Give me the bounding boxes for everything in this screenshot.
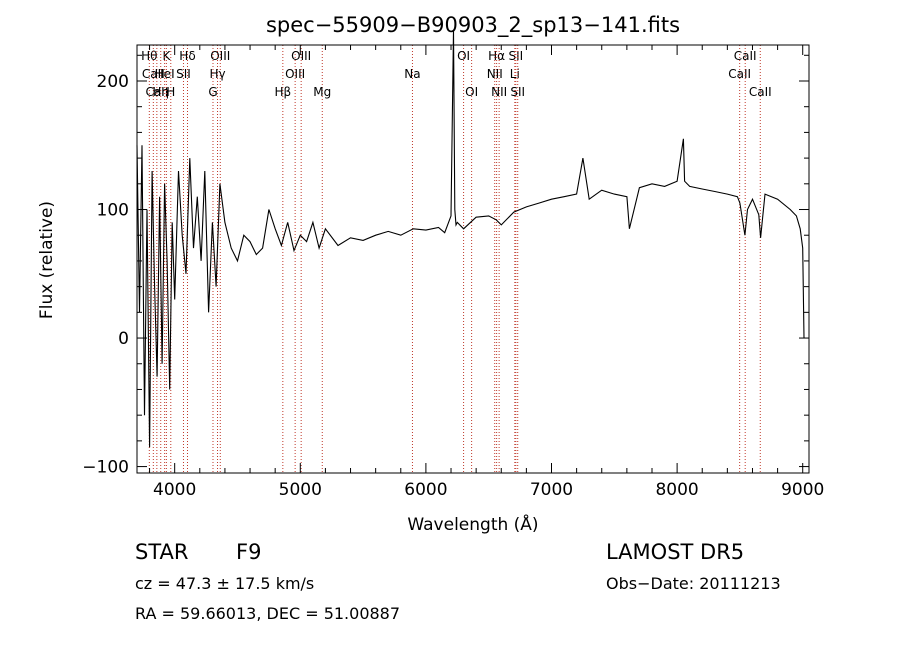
x-tick-label-1: 5000 xyxy=(279,480,322,500)
x-tick-label-5: 9000 xyxy=(781,480,824,500)
line-label-14: OIII xyxy=(291,49,311,63)
y-tick-label-2: 100 xyxy=(97,201,129,221)
observation-date: Obs−Date: 20111213 xyxy=(606,574,781,593)
line-label-11: G xyxy=(208,85,217,99)
line-label-1: CaII xyxy=(142,67,165,81)
x-tick-label-0: 4000 xyxy=(153,480,196,500)
line-label-12: Hβ xyxy=(274,85,291,99)
x-tick-label-4: 8000 xyxy=(655,480,698,500)
spectrum-line xyxy=(136,29,806,448)
line-label-10: Hγ xyxy=(209,67,225,81)
line-label-6: H xyxy=(166,85,175,99)
redshift-cz: cz = 47.3 ± 17.5 km/s xyxy=(135,574,315,593)
line-label-5: HeI xyxy=(155,67,175,81)
line-label-13: OIII xyxy=(285,67,305,81)
plot-frame xyxy=(136,44,810,474)
line-label-22: SII xyxy=(508,49,523,63)
line-label-23: Li xyxy=(510,67,520,81)
line-label-19: Hα xyxy=(488,49,505,63)
line-label-9: OIII xyxy=(210,49,230,63)
spectrum-series xyxy=(136,29,806,448)
y-tick-label-3: 200 xyxy=(97,72,129,92)
line-label-15: Mg xyxy=(313,85,331,99)
x-tick-label-2: 6000 xyxy=(404,480,447,500)
line-label-17: OI xyxy=(457,49,470,63)
line-label-8: SII xyxy=(176,67,191,81)
line-label-25: CaII xyxy=(728,67,751,81)
chart-title: spec−55909−B90903_2_sp13−141.fits xyxy=(266,13,680,38)
line-label-7: Hδ xyxy=(179,49,195,63)
line-label-4: K xyxy=(162,49,171,63)
x-axis-label: Wavelength (Å) xyxy=(407,513,538,535)
line-label-18: OI xyxy=(465,85,478,99)
line-label-3: Hη xyxy=(152,85,169,99)
line-label-24: SII xyxy=(510,85,525,99)
survey-name: LAMOST DR5 xyxy=(606,540,745,564)
line-label-27: CaII xyxy=(749,85,772,99)
line-label-26: CaII xyxy=(734,49,757,63)
line-label-21: NII xyxy=(491,85,507,99)
line-label-20: NII xyxy=(487,67,503,81)
line-label-2: CaII xyxy=(145,85,168,99)
axes: 4000 5000 6000 7000 8000 9000 −100 0 100 200 xyxy=(82,45,824,500)
sky-coordinates: RA = 59.66013, DEC = 51.00887 xyxy=(135,604,401,623)
line-label-0: Hθ xyxy=(141,49,157,63)
object-class: STAR xyxy=(135,540,189,564)
x-tick-label-3: 7000 xyxy=(530,480,573,500)
y-axis-label: Flux (relative) xyxy=(37,201,57,319)
y-tick-label-1: 0 xyxy=(118,329,129,349)
y-tick-label-0: −100 xyxy=(82,458,129,478)
object-subclass: F9 xyxy=(236,540,262,564)
line-label-16: Na xyxy=(404,67,420,81)
